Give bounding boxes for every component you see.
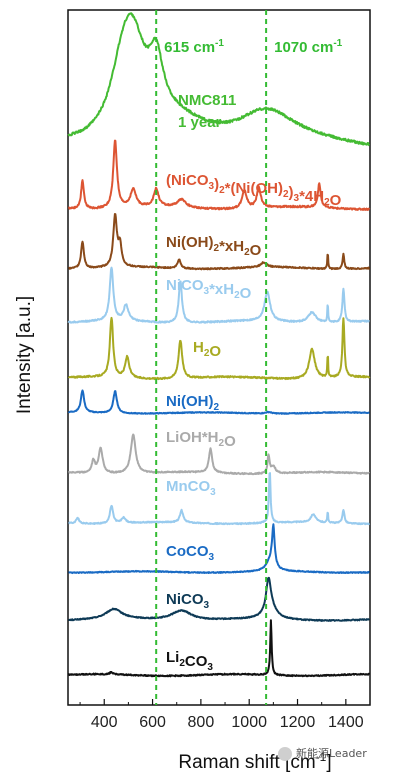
watermark: 新能源Leader	[278, 745, 367, 761]
series-line-nico3_nioh2	[67, 139, 371, 211]
x-tick-label: 1400	[328, 714, 364, 731]
series-label-nmc811: 1 year	[178, 114, 222, 131]
watermark-logo-icon	[278, 747, 292, 761]
series-label-nmc811: NMC811	[178, 92, 236, 109]
series-line-nioh2_xh2o	[68, 213, 371, 271]
series-line-coco3	[68, 523, 370, 575]
series-line-nico3	[68, 576, 371, 622]
series-label-nico3: NiCO3	[166, 591, 210, 611]
series-label-nico3_nioh2: (NiCO3)2*(Ni(OH)2)3*4H2O	[166, 172, 342, 209]
reference-label-615: 615 cm-1	[164, 38, 224, 56]
series-line-h2o	[67, 316, 371, 381]
plot-area: 400 600 800 1000 1200 1400 NMC811 1 year (NiCO3)…	[67, 9, 371, 731]
x-tick-label: 1000	[231, 714, 267, 731]
series-line-lioh_h2o	[67, 433, 371, 476]
series-label-nioh2_xh2o: Ni(OH)2*xH2O	[166, 234, 262, 259]
watermark-text: 新能源Leader	[296, 747, 367, 760]
x-tick-label: 400	[91, 714, 118, 731]
x-axis-title: Raman shift [cm-1]	[178, 750, 331, 773]
series-line-nico3_xh2o	[67, 266, 370, 324]
x-tick-label: 800	[188, 714, 215, 731]
y-axis-title: Intensity [a.u.]	[14, 296, 35, 414]
series-label-lioh_h2o: LiOH*H2O	[166, 429, 236, 450]
series-label-nico3_xh2o: NiCO3*xH2O	[166, 277, 252, 302]
series-line-li2co3	[67, 619, 371, 678]
series-label-coco3: CoCO3	[166, 543, 215, 563]
x-tick-label: 1200	[280, 714, 316, 731]
series-label-li2co3: Li2CO3	[166, 649, 213, 673]
series-line-nmc811	[67, 12, 371, 147]
series-line-nioh2	[67, 389, 370, 415]
series-label-h2o: H2O	[193, 339, 221, 360]
reference-label-1070: 1070 cm-1	[274, 38, 343, 56]
x-tick-label: 600	[139, 714, 166, 731]
series-line-mnco3	[68, 472, 371, 526]
plot-frame	[67, 9, 371, 706]
series-label-nioh2: Ni(OH)2	[166, 393, 220, 413]
series-label-mnco3: MnCO3	[166, 478, 216, 498]
